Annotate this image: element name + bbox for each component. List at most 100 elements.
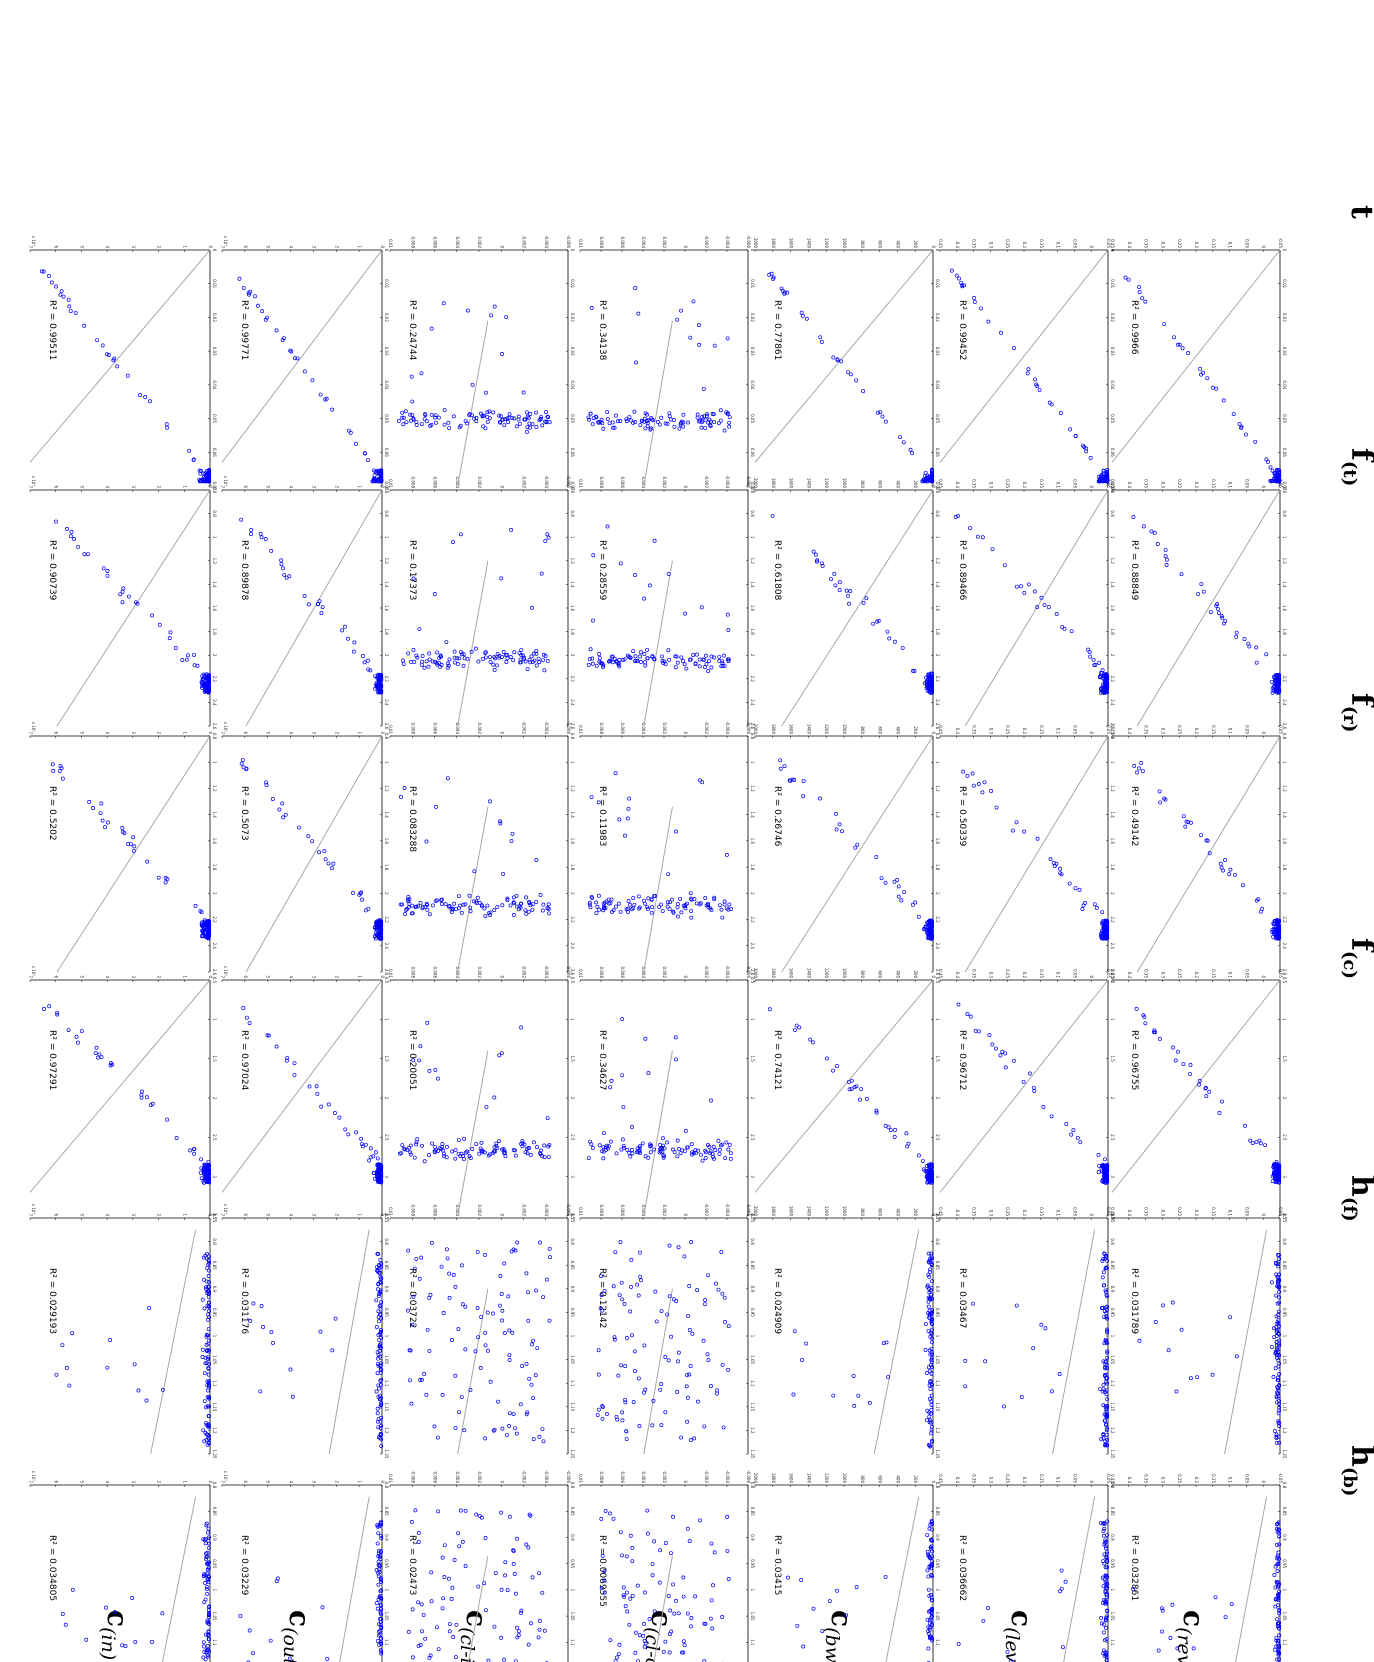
x-tick-label: 0.06	[212, 448, 217, 457]
y-tick-label: -0.004	[725, 235, 730, 248]
x-tick-label: 0.8	[750, 510, 755, 517]
data-point	[164, 422, 169, 427]
data-point	[468, 1387, 473, 1392]
data-point	[676, 1245, 681, 1250]
y-tick-label: 1800	[771, 1473, 776, 1484]
data-point	[374, 1601, 379, 1606]
data-point	[376, 681, 381, 686]
y-tick-label: -0.002	[522, 475, 527, 488]
x-tick-label: 1	[750, 1589, 755, 1592]
data-point	[542, 1155, 547, 1160]
data-point	[820, 1629, 825, 1633]
data-point	[925, 1568, 930, 1573]
data-point	[629, 907, 634, 912]
data-point	[511, 900, 516, 905]
data-point	[132, 844, 137, 849]
data-point	[314, 1084, 319, 1089]
x-tick-label: 0.6	[570, 487, 575, 494]
r-squared-label: R² = 0.97024	[239, 1030, 249, 1091]
data-point	[1105, 1558, 1110, 1563]
x-tick-label: 0.85	[212, 1507, 217, 1516]
data-point	[477, 1513, 482, 1518]
data-point	[201, 1167, 206, 1172]
data-point	[447, 1629, 452, 1634]
y-tick-label: 7	[220, 731, 225, 734]
data-point	[1104, 1412, 1109, 1416]
data-point	[184, 657, 189, 662]
data-point	[520, 1144, 525, 1149]
data-point	[676, 1359, 680, 1364]
data-point	[120, 600, 125, 605]
data-point	[401, 415, 406, 420]
data-point	[930, 1180, 935, 1185]
data-point	[624, 419, 629, 424]
data-point	[530, 659, 535, 664]
data-point	[406, 899, 411, 904]
y-tick-label: 400	[895, 726, 900, 734]
r-squared-label: R² = 0.24744	[407, 300, 417, 361]
data-point	[407, 1145, 412, 1150]
data-point	[438, 654, 443, 659]
data-point	[767, 272, 772, 277]
data-point	[483, 650, 488, 655]
data-point	[597, 651, 602, 656]
data-point	[901, 440, 906, 445]
data-point	[493, 656, 498, 661]
data-point	[288, 1367, 293, 1372]
data-point	[609, 897, 614, 902]
data-point	[876, 618, 881, 623]
data-point	[617, 1642, 622, 1647]
data-point	[239, 517, 244, 522]
data-point	[207, 1260, 212, 1265]
data-point	[682, 1643, 687, 1648]
y-exponent: x 10⁷	[31, 476, 36, 487]
data-point	[633, 1630, 638, 1635]
data-point	[926, 1625, 931, 1630]
data-point	[642, 1621, 646, 1626]
data-point	[696, 323, 701, 328]
data-point	[440, 1606, 445, 1611]
data-point	[420, 654, 425, 658]
data-point	[469, 649, 474, 654]
data-point	[302, 369, 307, 374]
data-point	[374, 922, 379, 927]
data-point	[627, 796, 632, 801]
x-tick-label: 2	[935, 1097, 940, 1100]
data-point	[376, 1309, 381, 1314]
y-tick-label: 7	[28, 975, 33, 978]
data-point	[899, 898, 904, 903]
y-tick-label: 0	[380, 245, 385, 248]
data-point	[505, 898, 510, 903]
data-point	[377, 1386, 382, 1391]
data-point	[323, 857, 328, 862]
data-point	[199, 1176, 204, 1181]
data-point	[379, 1619, 384, 1624]
data-point	[689, 896, 693, 901]
x-tick-label: 1	[384, 761, 389, 764]
data-point	[318, 1329, 323, 1334]
data-point	[540, 1154, 545, 1159]
y-tick-label: -0.004	[725, 965, 730, 978]
data-point	[377, 1290, 382, 1295]
data-point	[486, 1348, 490, 1353]
data-point	[616, 662, 621, 667]
data-point	[930, 1549, 935, 1554]
x-tick-label: 0.8	[1110, 1238, 1115, 1245]
x-tick-label: 1.5	[570, 1055, 575, 1062]
data-point	[602, 1288, 607, 1293]
data-point	[72, 536, 76, 541]
x-tick-label: 0.85	[384, 1261, 389, 1270]
data-point	[791, 1392, 796, 1397]
y-tick-label: 0.1	[1056, 1477, 1061, 1484]
r-squared-label: R² = 0.029193	[47, 1268, 57, 1334]
data-point	[46, 273, 51, 278]
data-point	[502, 1261, 507, 1266]
data-point	[770, 513, 775, 518]
data-point	[345, 636, 350, 641]
data-point	[201, 471, 206, 476]
x-tick-label: 1.5	[935, 1055, 940, 1062]
data-point	[607, 421, 612, 426]
x-tick-label: 3.5	[384, 1213, 389, 1220]
data-point	[533, 1373, 538, 1378]
x-tick-label: 0.8	[212, 1482, 217, 1489]
